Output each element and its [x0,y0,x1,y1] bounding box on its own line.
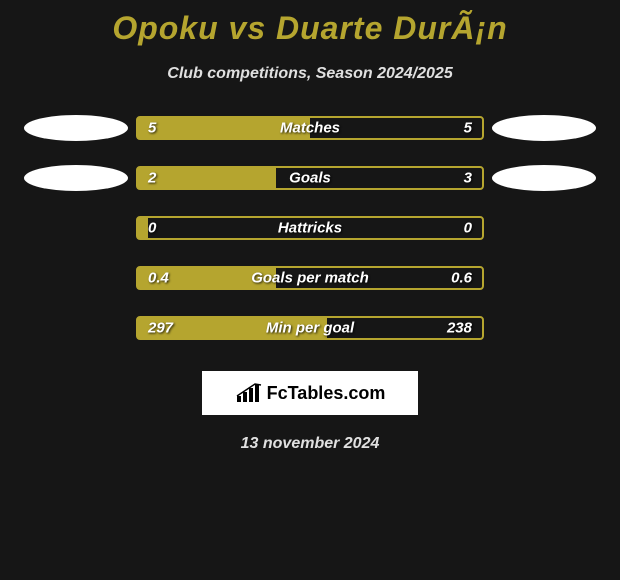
player-right-oval [492,165,596,191]
bar-label: Hattricks [278,220,342,237]
stat-bar: 5 Matches 5 [136,116,484,140]
oval-spacer [24,265,128,291]
bar-value-left: 297 [148,320,173,337]
bar-fill [138,218,148,238]
bar-label: Matches [280,120,340,137]
oval-spacer [24,315,128,341]
chart-icon [235,382,263,404]
bar-fill [138,168,276,188]
player-left-oval [24,165,128,191]
comparison-date: 13 november 2024 [0,435,620,453]
bar-label: Min per goal [266,320,354,337]
oval-spacer [24,215,128,241]
footer-brand-box: FcTables.com [202,371,418,415]
oval-spacer [492,265,596,291]
bar-value-left: 5 [148,120,156,137]
footer-brand-text: FcTables.com [267,383,386,404]
stat-bar: 297 Min per goal 238 [136,316,484,340]
bar-value-right: 238 [447,320,472,337]
bar-value-right: 0.6 [451,270,472,287]
bar-value-right: 3 [464,170,472,187]
bar-row: 2 Goals 3 [0,165,620,191]
bar-value-right: 0 [464,220,472,237]
bar-label: Goals [289,170,331,187]
bar-value-right: 5 [464,120,472,137]
bar-value-left: 2 [148,170,156,187]
bar-row: 5 Matches 5 [0,115,620,141]
bar-row: 0.4 Goals per match 0.6 [0,265,620,291]
oval-spacer [492,315,596,341]
stat-bar: 2 Goals 3 [136,166,484,190]
comparison-title: Opoku vs Duarte DurÃ¡n [0,0,620,47]
stat-bar: 0.4 Goals per match 0.6 [136,266,484,290]
oval-spacer [492,215,596,241]
player-left-oval [24,115,128,141]
bar-row: 297 Min per goal 238 [0,315,620,341]
comparison-subtitle: Club competitions, Season 2024/2025 [0,65,620,83]
bar-label: Goals per match [251,270,369,287]
stat-bar: 0 Hattricks 0 [136,216,484,240]
bar-row: 0 Hattricks 0 [0,215,620,241]
bars-container: 5 Matches 5 2 Goals 3 0 Hattricks 0 0.4 Goals per … [0,115,620,341]
bar-value-left: 0 [148,220,156,237]
player-right-oval [492,115,596,141]
bar-value-left: 0.4 [148,270,169,287]
